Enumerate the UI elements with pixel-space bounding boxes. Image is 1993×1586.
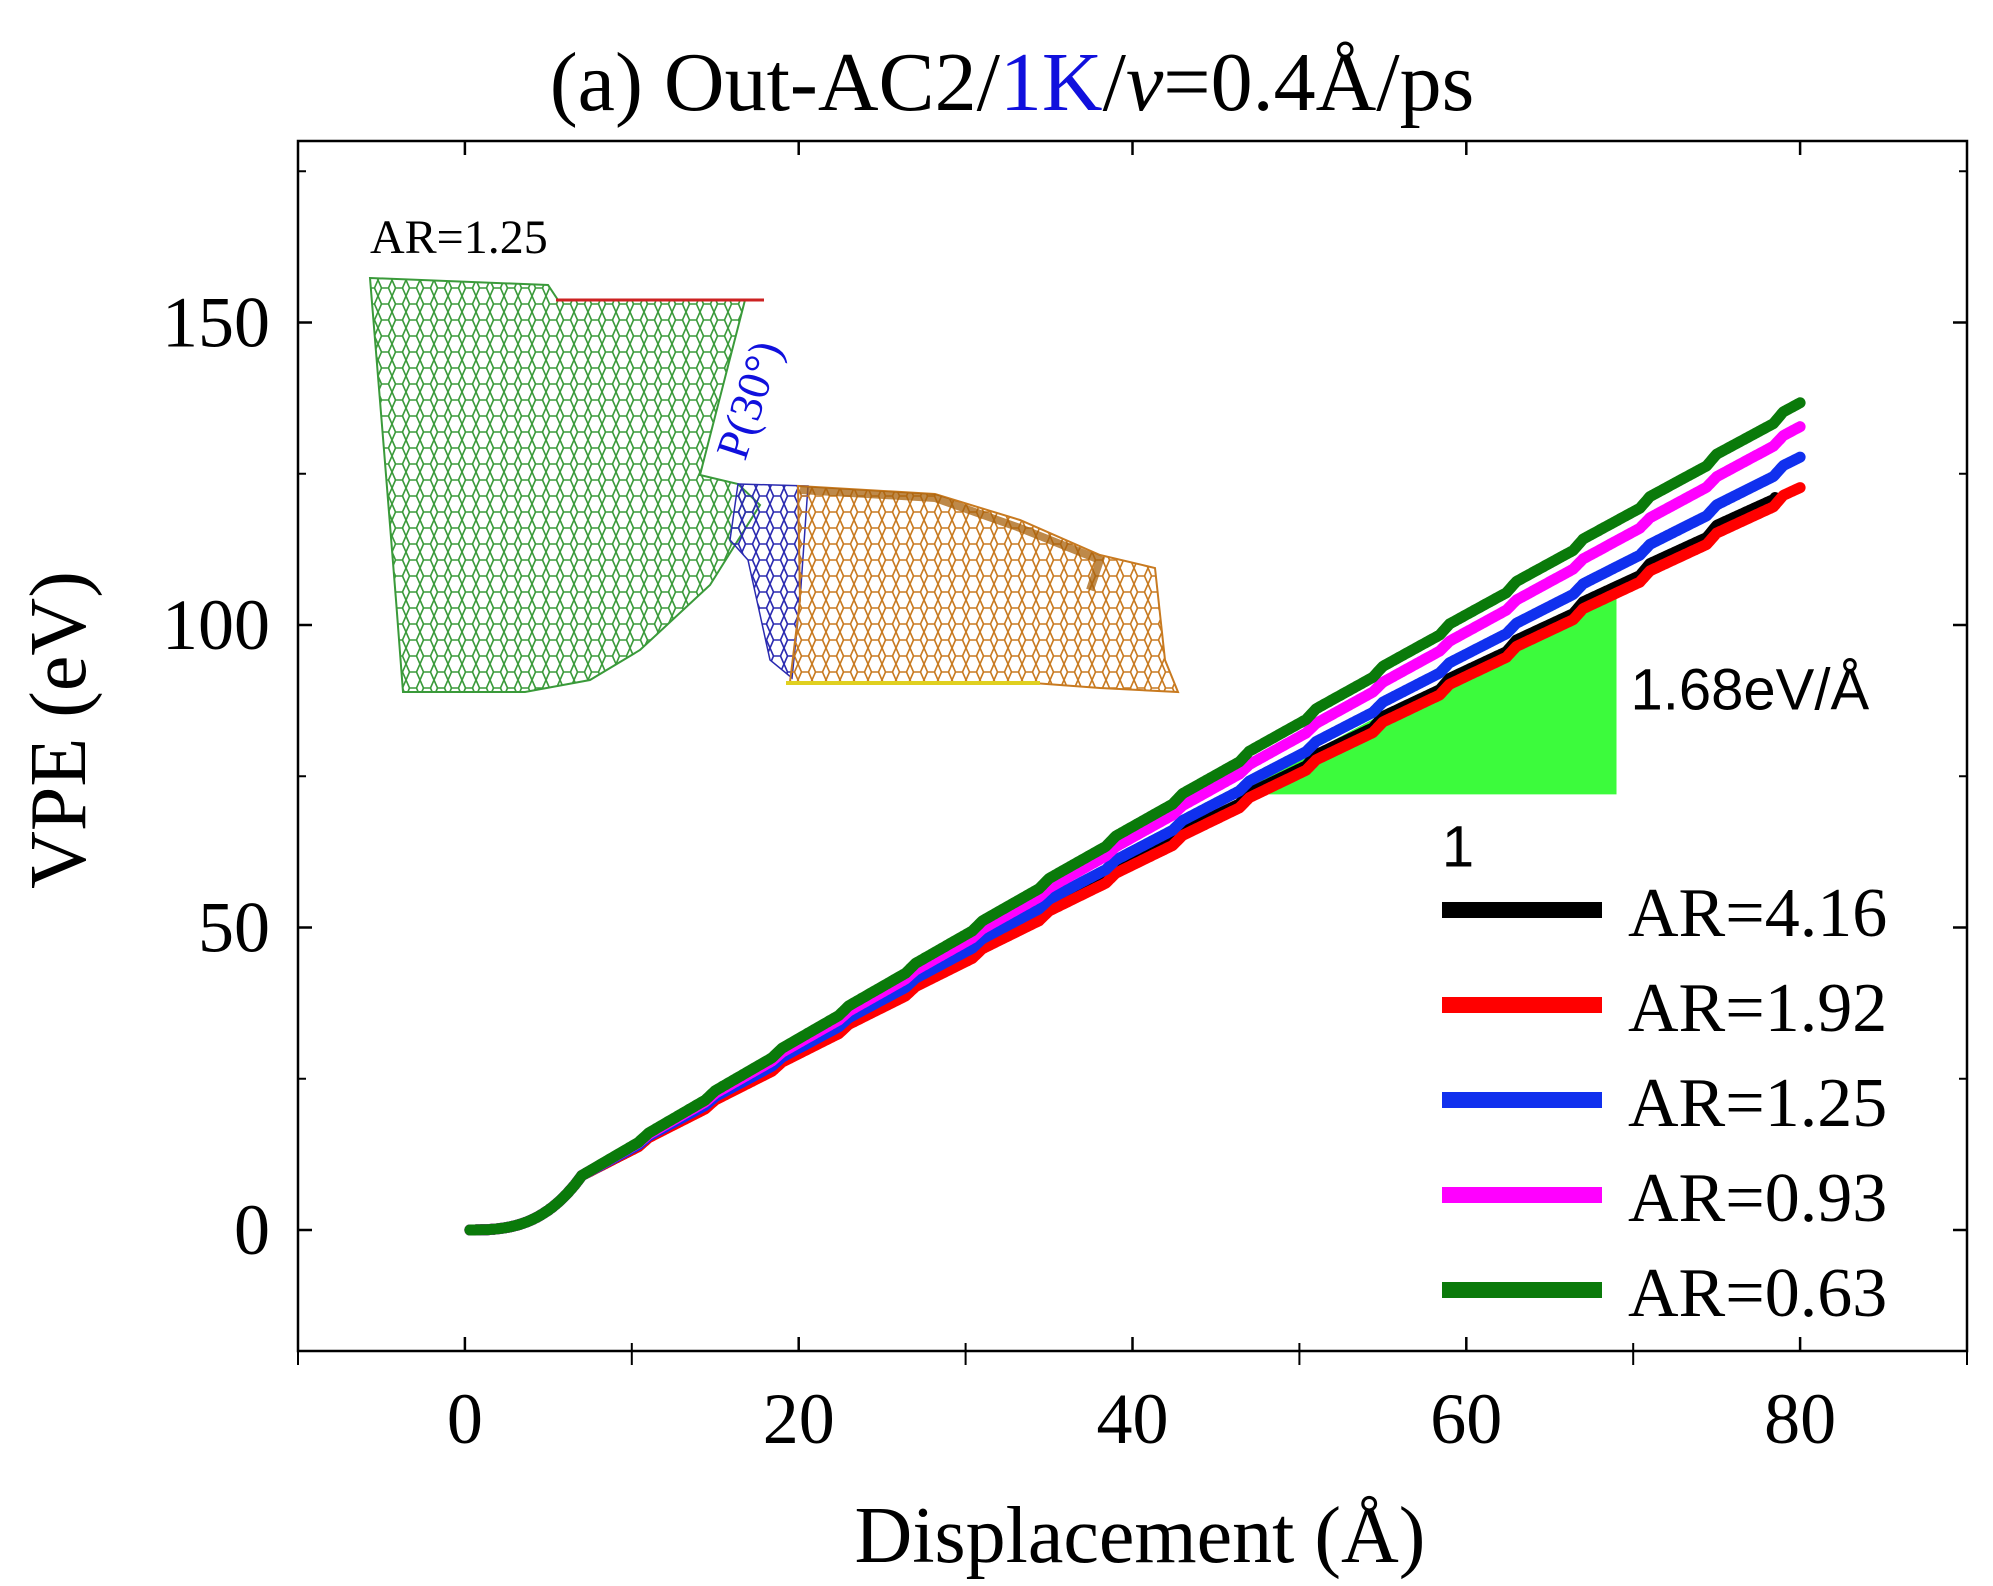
y-axis-label: VPE (eV) [15,571,103,889]
slope-label: 1.68eV/Å [1631,658,1870,723]
chart-title: (a) Out-AC2/1K/v=0.4Å/ps [550,36,1475,129]
y-tick-label-3: 150 [162,283,270,363]
legend-label-0: AR=4.16 [1628,875,1887,952]
legend-label-4: AR=0.63 [1628,1255,1887,1332]
inset-structure: AR=1.25 P(30°) [368,211,1180,694]
y-tick-label-0: 0 [234,1190,270,1270]
inset-label: AR=1.25 [370,211,548,264]
axis-ticks: 0 20 40 60 80 0 50 100 150 [162,141,1968,1459]
inset-orange-ridge [799,486,1105,592]
inset-orange-sheet [788,484,1180,694]
series-line-4 [464,397,1806,1236]
legend-label-2: AR=1.25 [1628,1065,1887,1142]
x-axis-label: Displacement (Å) [855,1492,1426,1580]
y-tick-label-2: 100 [162,585,270,665]
legend: AR=4.16 AR=1.92 AR=1.25 AR=0.93 AR=0.63 [1442,875,1887,1332]
inset-green-sheet [368,276,762,693]
x-tick-label-2: 40 [1097,1379,1169,1459]
title-velocity-value: =0.4Å/ps [1163,36,1474,129]
title-temperature: 1K [1000,36,1103,129]
legend-label-1: AR=1.92 [1628,970,1887,1047]
y-tick-label-1: 50 [198,888,270,968]
title-velocity-symbol: v [1126,36,1164,129]
title-prefix: (a) Out-AC2/ [550,36,1001,129]
series-layer [464,397,1806,1236]
x-tick-label-4: 80 [1764,1379,1836,1459]
slope-run-label: 1 [1442,814,1474,879]
legend-label-3: AR=0.93 [1628,1160,1887,1237]
x-tick-label-3: 60 [1430,1379,1502,1459]
x-tick-label-0: 0 [447,1379,483,1459]
title-slash: / [1103,36,1127,129]
x-tick-label-1: 20 [763,1379,835,1459]
